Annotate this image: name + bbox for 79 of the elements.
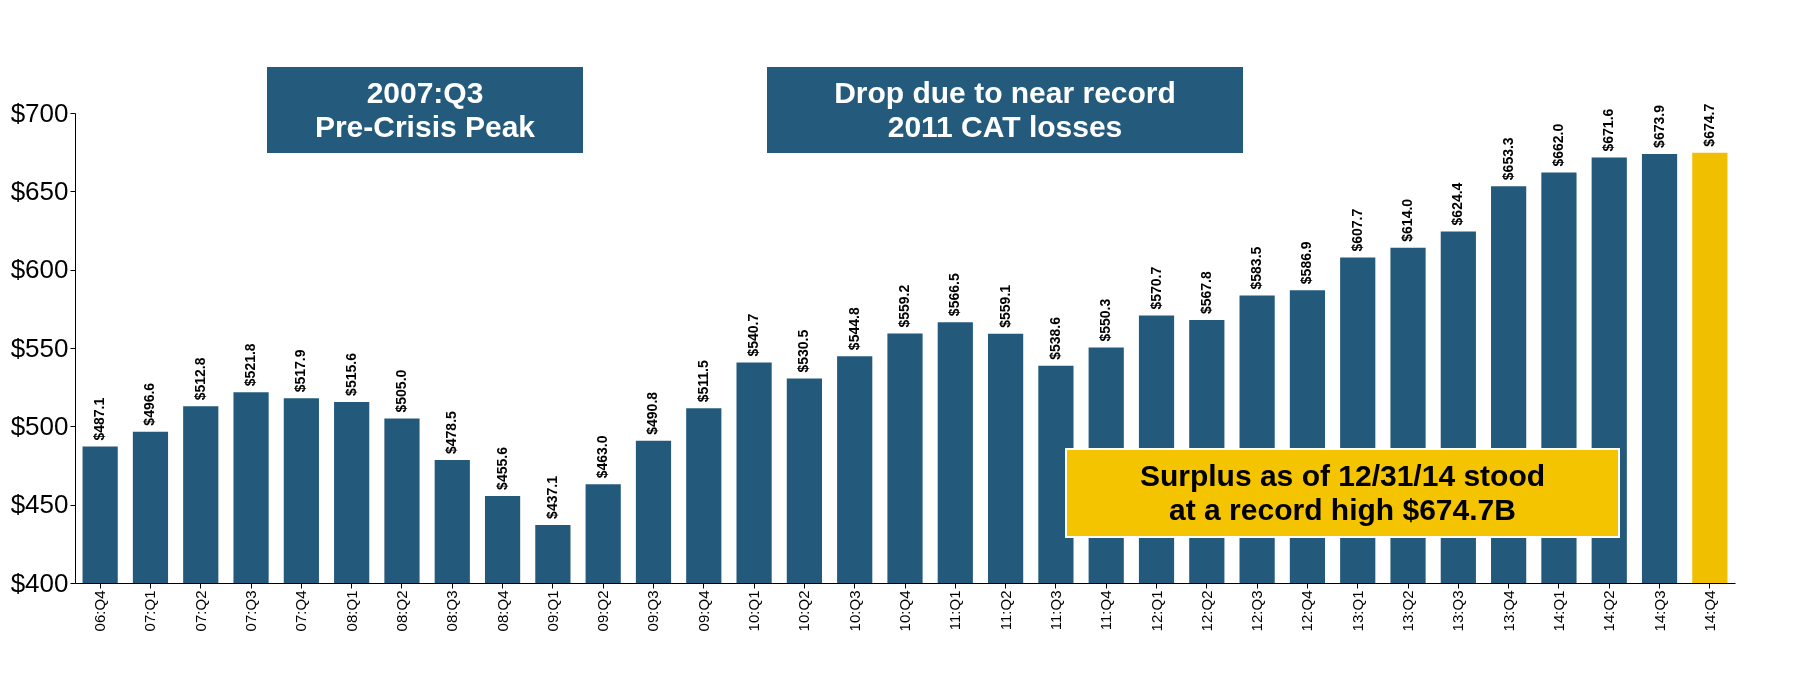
- data-label: $566.5: [946, 273, 963, 317]
- data-label: $521.8: [242, 343, 259, 387]
- x-tick-label: 10:Q3: [845, 590, 863, 632]
- data-label: $653.3: [1499, 137, 1516, 181]
- data-label: $496.6: [141, 382, 158, 426]
- callout-box: 2007:Q3 Pre-Crisis Peak: [265, 65, 585, 155]
- y-tick-label: $650: [10, 175, 69, 206]
- x-tick-label: 13:Q2: [1399, 590, 1417, 632]
- callout-box: Surplus as of 12/31/14 stood at a record high $674.7B: [1065, 448, 1620, 538]
- annotation: 2007:Q3 Pre-Crisis Peak: [314, 76, 536, 144]
- data-label: $671.6: [1600, 108, 1617, 152]
- data-label: $455.6: [493, 446, 510, 490]
- data-label: $570.7: [1147, 266, 1164, 310]
- data-label: $550.3: [1097, 298, 1114, 342]
- x-tick-label: 07:Q3: [242, 590, 260, 632]
- data-label: $540.7: [745, 313, 762, 357]
- x-tick-label: 08:Q3: [443, 590, 461, 632]
- x-tick-label: 09:Q3: [644, 590, 662, 632]
- y-tick-label: $600: [10, 254, 69, 285]
- x-tick-label: 09:Q1: [543, 590, 561, 632]
- x-tick-label: 07:Q2: [191, 590, 209, 632]
- x-tick-label: 13:Q1: [1348, 590, 1366, 632]
- data-label: $530.5: [795, 329, 812, 373]
- x-tick-label: 10:Q4: [896, 590, 913, 632]
- x-tick-label: 08:Q2: [392, 590, 410, 632]
- x-tick-label: 08:Q4: [493, 590, 511, 632]
- data-label: $517.9: [292, 349, 309, 393]
- x-tick-label: 09:Q4: [694, 590, 712, 632]
- data-label: $674.7: [1700, 103, 1717, 147]
- x-tick-label: 06:Q4: [91, 590, 109, 632]
- x-tick-label: 09:Q2: [594, 590, 612, 632]
- data-label: $559.2: [896, 284, 912, 328]
- data-label: $512.8: [191, 357, 208, 401]
- y-tick-label: $450: [10, 489, 69, 520]
- y-tick-label: $700: [10, 97, 69, 128]
- x-tick-label: 14:Q1: [1549, 590, 1567, 632]
- x-tick-label: 14:Q4: [1700, 590, 1718, 632]
- data-label: $478.5: [443, 410, 460, 455]
- x-tick-label: 11:Q1: [946, 590, 964, 631]
- data-label: $505.0: [392, 369, 409, 413]
- data-label: $624.4: [1449, 182, 1466, 226]
- y-tick-label: $500: [10, 410, 69, 441]
- data-label: $567.8: [1197, 271, 1214, 315]
- y-tick-label: $550: [10, 332, 69, 363]
- data-label: $511.5: [694, 360, 711, 403]
- annotation: Surplus as of 12/31/14 stood at a record high $674.7B: [1139, 459, 1546, 527]
- x-tick-label: 13:Q4: [1499, 590, 1517, 632]
- data-label: $515.6: [342, 352, 359, 396]
- x-tick-label: 12:Q2: [1197, 590, 1215, 632]
- data-label: $544.8: [845, 307, 862, 351]
- callout-box: Drop due to near record 2011 CAT losses: [765, 65, 1245, 155]
- data-label: $463.0: [594, 435, 611, 479]
- x-tick-label: 10:Q1: [745, 590, 763, 632]
- x-tick-label: 10:Q2: [795, 590, 813, 632]
- data-label: $437.1: [543, 475, 560, 519]
- x-tick-label: 14:Q2: [1600, 590, 1618, 632]
- annotation: Drop due to near record 2011 CAT losses: [834, 76, 1176, 144]
- data-label: $607.7: [1348, 208, 1365, 252]
- data-label: $662.0: [1549, 123, 1566, 167]
- data-label: $487.1: [91, 397, 108, 441]
- data-label: $538.6: [1046, 316, 1063, 360]
- data-label: $673.9: [1650, 104, 1667, 148]
- x-tick-label: 07:Q4: [292, 590, 310, 632]
- data-label: $490.8: [644, 391, 661, 435]
- data-label: $583.5: [1248, 246, 1265, 290]
- y-tick-label: $400: [10, 567, 69, 598]
- x-tick-label: 12:Q1: [1147, 590, 1165, 632]
- data-label: $614.0: [1399, 198, 1416, 242]
- x-tick-label: 12:Q3: [1248, 590, 1266, 632]
- x-tick-label: 08:Q1: [342, 590, 360, 632]
- x-tick-label: 11:Q4: [1097, 590, 1115, 631]
- data-label: $586.9: [1298, 241, 1315, 285]
- x-tick-label: 12:Q4: [1298, 590, 1316, 632]
- x-tick-label: 14:Q3: [1650, 590, 1668, 632]
- data-label: $559.1: [996, 284, 1013, 328]
- x-tick-label: 07:Q1: [141, 590, 159, 632]
- x-tick-label: 11:Q3: [1046, 590, 1064, 631]
- x-tick-label: 11:Q2: [996, 590, 1014, 631]
- x-tick-label: 13:Q3: [1449, 590, 1467, 632]
